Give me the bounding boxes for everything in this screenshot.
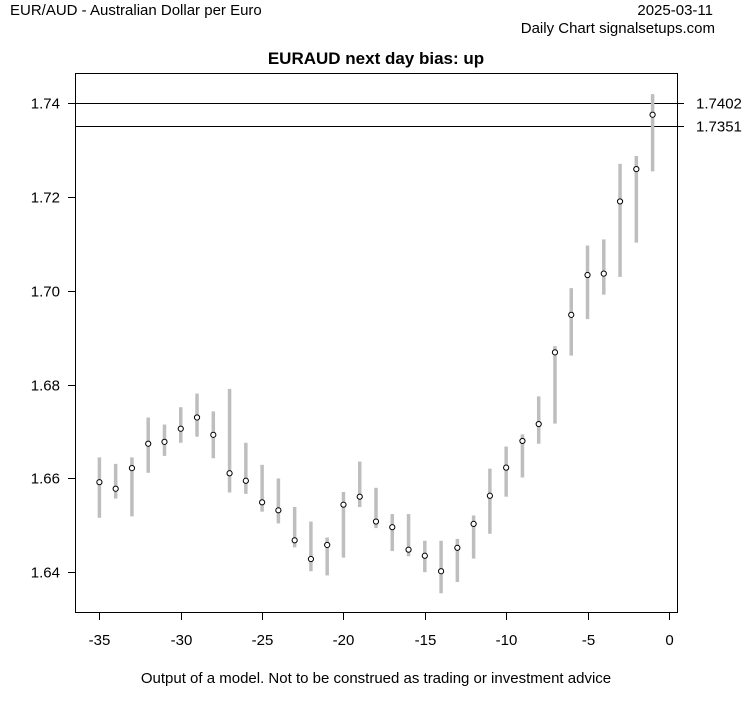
value-points [96, 111, 656, 575]
data-point [470, 520, 477, 527]
y-tick-label: 1.66 [31, 471, 60, 488]
range-bars [97, 94, 655, 594]
data-point [145, 440, 152, 447]
data-point [275, 507, 282, 514]
data-point [259, 499, 266, 506]
data-point [226, 470, 233, 477]
data-point [405, 546, 412, 553]
x-tick-label: -35 [89, 632, 111, 649]
data-point [568, 311, 575, 318]
data-point [193, 414, 201, 421]
data-point [486, 492, 493, 499]
chart-instrument-title: EUR/AUD - Australian Dollar per Euro [10, 2, 262, 19]
x-tick-label: 0 [665, 632, 673, 649]
x-tick-label: -20 [333, 632, 355, 649]
data-point [96, 479, 103, 486]
y-tick-label: 1.72 [31, 190, 60, 207]
y-tick-label: 1.70 [31, 284, 60, 301]
reference-lines: 1.7402 1.7351 [75, 96, 742, 136]
x-tick-label: -5 [582, 632, 595, 649]
data-point [600, 270, 607, 277]
x-tick-label: -30 [171, 632, 193, 649]
reference-line-label: 1.7402 [696, 96, 742, 113]
data-point [177, 425, 184, 432]
x-tick-label: -10 [496, 632, 518, 649]
data-point [616, 198, 624, 205]
data-point [372, 518, 380, 525]
data-point [389, 524, 396, 531]
disclaimer-text: Output of a model. Not to be construed a… [140, 670, 612, 687]
y-tick-label: 1.64 [31, 565, 60, 582]
data-point [437, 568, 445, 575]
data-point [356, 493, 363, 500]
chart-date: 2025-03-11 [637, 2, 713, 19]
y-axis: 1.64 1.66 1.68 1.70 1.72 1.74 [31, 96, 76, 582]
x-tick-label: -15 [415, 632, 437, 649]
data-point [307, 555, 315, 563]
data-point [535, 420, 542, 428]
data-point [340, 501, 347, 508]
data-point [210, 431, 217, 438]
y-tick-label: 1.74 [31, 96, 60, 113]
data-point [633, 165, 640, 173]
data-point [324, 541, 331, 549]
data-point [128, 465, 136, 472]
plot-frame [75, 73, 678, 613]
data-point [551, 349, 559, 356]
chart-source: Daily Chart signalsetups.com [520, 20, 715, 37]
x-axis: -35 -30 -25 -20 -15 -10 -5 0 [89, 612, 674, 649]
data-point [291, 537, 298, 544]
y-tick-label: 1.68 [31, 378, 60, 395]
data-point [112, 485, 119, 492]
data-point [519, 437, 526, 445]
data-point [584, 271, 591, 279]
x-tick-label: -25 [252, 632, 274, 649]
data-point [161, 438, 168, 445]
data-point [649, 111, 656, 118]
data-point [454, 544, 461, 551]
data-point [503, 464, 510, 471]
chart-title: EURAUD next day bias: up [267, 49, 485, 68]
data-point [421, 552, 428, 559]
reference-line-label: 1.7351 [696, 119, 742, 136]
data-point [242, 477, 249, 484]
